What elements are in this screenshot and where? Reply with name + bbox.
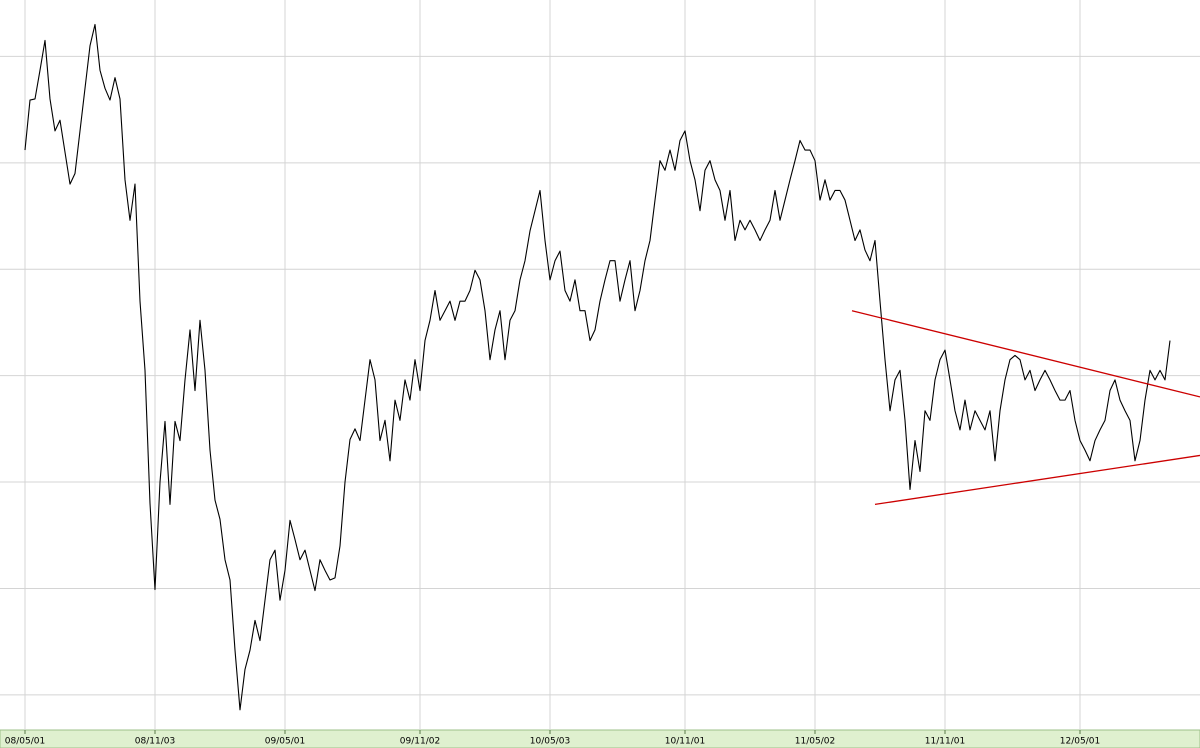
price-line xyxy=(24,23,1171,711)
x-axis-band xyxy=(0,729,1200,748)
x-tick-label: 10/05/03 xyxy=(530,737,570,747)
x-tick-label: 09/05/01 xyxy=(265,737,305,747)
x-tick-label: 12/05/01 xyxy=(1060,737,1100,747)
trendline xyxy=(851,310,1200,398)
x-tick-label: 10/11/01 xyxy=(665,737,705,747)
x-tick-label: 08/11/03 xyxy=(135,737,175,747)
plot-area xyxy=(0,0,1200,730)
x-tick-label: 08/05/01 xyxy=(5,737,45,747)
trendline xyxy=(874,454,1200,506)
x-tick-label: 09/11/02 xyxy=(400,737,440,747)
x-tick-label: 11/05/02 xyxy=(795,737,835,747)
x-tick-label: 11/11/01 xyxy=(925,737,965,747)
